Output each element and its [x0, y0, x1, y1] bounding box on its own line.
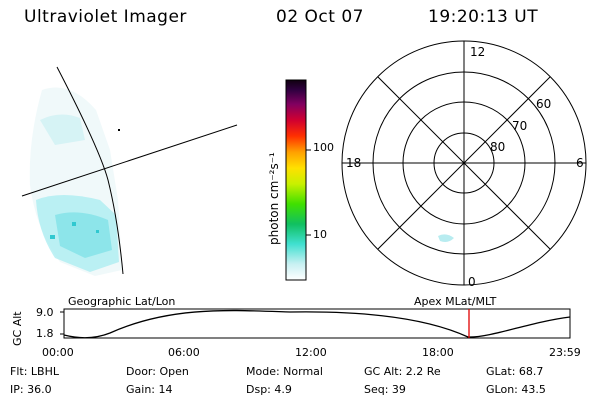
timeline-xtick-0600: 06:00: [168, 346, 200, 359]
time-label: 19:20:13 UT: [428, 7, 539, 27]
timeline-ytick-low: 1.8: [36, 327, 54, 340]
colorbar-tick-10: 10: [313, 228, 327, 241]
status-filter: Flt: LBHL: [10, 365, 59, 378]
altitude-timeline: [60, 308, 571, 339]
color-scale-bar: [285, 79, 311, 281]
colorbar-tick-100: 100: [313, 141, 334, 154]
polar-plot: [341, 40, 587, 286]
mlt-label-12: 12: [470, 45, 486, 59]
instrument-title: Ultraviolet Imager: [24, 7, 187, 27]
lat-label-60: 60: [536, 97, 552, 111]
status-glon: GLon: 43.5: [486, 383, 546, 396]
status-ip: IP: 36.0: [10, 383, 52, 396]
timeline-left-title: Geographic Lat/Lon: [68, 295, 176, 308]
timeline-ytick-high: 9.0: [36, 306, 54, 319]
timeline-xtick-0000: 00:00: [42, 346, 74, 359]
status-gc-alt: GC Alt: 2.2 Re: [364, 365, 441, 378]
mlt-label-6: 6: [576, 156, 584, 170]
polar-aurora-patch: [438, 234, 454, 242]
mlt-label-0: 0: [468, 275, 476, 289]
timeline-xtick-1800: 18:00: [422, 346, 454, 359]
status-dsp: Dsp: 4.9: [246, 383, 292, 396]
timeline-xtick-1200: 12:00: [295, 346, 327, 359]
status-mode: Mode: Normal: [246, 365, 323, 378]
timeline-right-title: Apex MLat/MLT: [414, 295, 497, 308]
timeline-xtick-2359: 23:59: [549, 346, 581, 359]
date-label: 02 Oct 07: [276, 7, 364, 27]
status-seq: Seq: 39: [364, 383, 406, 396]
status-door: Door: Open: [126, 365, 189, 378]
geographic-image: [21, 66, 238, 276]
lat-label-70: 70: [512, 119, 528, 133]
status-glat: GLat: 68.7: [486, 365, 544, 378]
status-gain: Gain: 14: [126, 383, 173, 396]
lat-label-80: 80: [490, 140, 506, 154]
timeline-y-axis-label: GC Alt: [11, 311, 24, 346]
colorbar-unit-label: photon cm⁻²s⁻¹: [267, 152, 281, 245]
mlt-label-18: 18: [346, 156, 362, 170]
